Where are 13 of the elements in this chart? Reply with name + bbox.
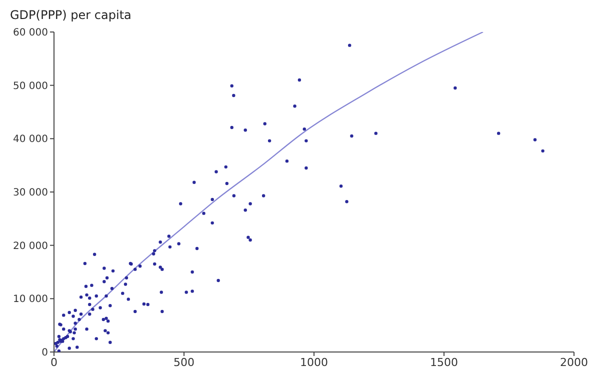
x-tick-label: 2000: [560, 356, 588, 369]
x-tick-label: 500: [174, 356, 194, 369]
x-tick-label: 1500: [430, 356, 458, 369]
y-tick-label: 60 000: [13, 28, 48, 39]
y-tick-label: 30 000: [13, 188, 48, 199]
x-tick-label: 0: [50, 356, 58, 369]
y-tick-label: 10 000: [13, 294, 48, 306]
y-tick-label: 0: [42, 348, 48, 359]
y-tick-label: 40 000: [13, 134, 48, 146]
y-tick-label: 20 000: [13, 240, 48, 252]
y-axis-title: GDP(PPP) per capita: [9, 8, 132, 24]
x-tick-label: 1000: [300, 356, 328, 369]
y-tick-label: 50 000: [13, 80, 48, 92]
